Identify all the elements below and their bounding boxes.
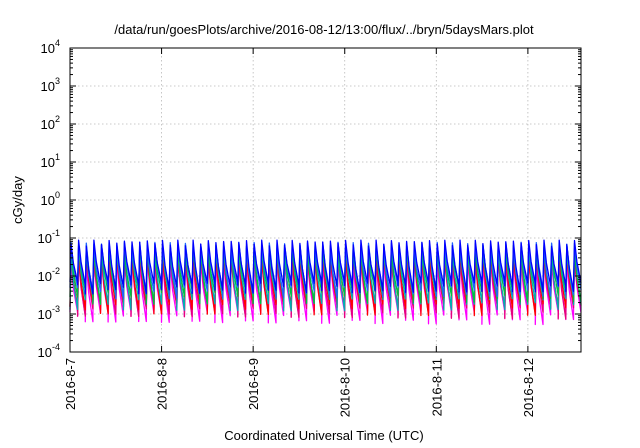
y-tick-labels: 10-4 10-3 10-2 10-1 100 101 102 103 104 (38, 38, 60, 360)
x-tick-labels: 2016-8-7 2016-8-8 2016-8-9 2016-8-10 2016-8-… (63, 358, 536, 417)
y-tick-label: 10-4 (38, 342, 60, 360)
y-tick-label: 103 (41, 76, 60, 94)
x-tick-label: 2016-8-12 (521, 358, 536, 417)
y-tick-label: 102 (41, 114, 60, 132)
x-tick-label: 2016-8-8 (155, 358, 170, 410)
y-axis-label: cGy/day (10, 176, 25, 224)
y-tick-label: 101 (41, 152, 60, 170)
x-tick-label: 2016-8-11 (429, 358, 444, 416)
chart-title: /data/run/goesPlots/archive/2016-08-12/1… (114, 22, 534, 37)
y-tick-label: 10-2 (38, 266, 60, 284)
x-tick-label: 2016-8-10 (338, 358, 353, 417)
y-tick-label: 104 (41, 38, 60, 56)
y-tick-label: 10-1 (38, 228, 60, 246)
y-tick-label: 10-3 (38, 304, 60, 322)
data-series (69, 239, 582, 326)
x-tick-label: 2016-8-7 (63, 358, 78, 410)
series-line (69, 239, 582, 295)
y-tick-label: 100 (41, 190, 60, 208)
x-tick-label: 2016-8-9 (246, 358, 261, 410)
axis-ticks (69, 47, 581, 353)
x-axis-label: Coordinated Universal Time (UTC) (224, 428, 423, 443)
